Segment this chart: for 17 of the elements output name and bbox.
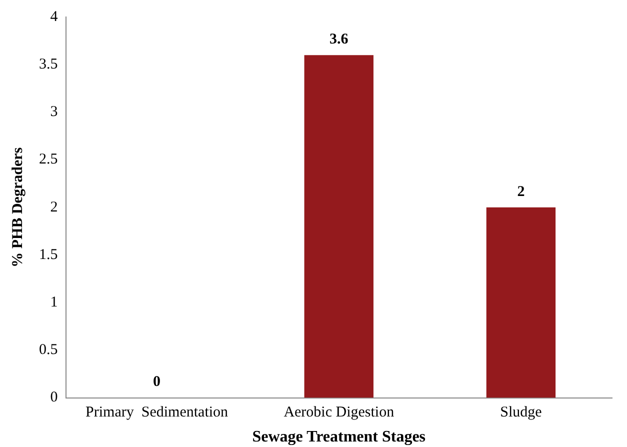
- y-axis-title: % PHB Degraders: [10, 147, 26, 268]
- x-tick-label: Aerobic Digestion: [284, 404, 395, 421]
- y-tick-label: 3: [50, 104, 58, 120]
- data-label: 0: [153, 374, 161, 390]
- y-tick-label: 2: [50, 199, 58, 216]
- y-tick-label: 1: [50, 294, 58, 311]
- y-tick-label: 2.5: [39, 152, 58, 168]
- y-tick-label: 1.5: [39, 246, 58, 263]
- x-tick-label: Primary Sedimentation: [86, 404, 229, 421]
- y-tick-label: 3.5: [39, 56, 58, 73]
- x-tick-label: Sludge: [500, 404, 542, 421]
- y-tick-label: 0.5: [39, 342, 58, 358]
- x-axis-title: Sewage Treatment Stages: [252, 428, 426, 446]
- data-label: 2: [517, 184, 525, 200]
- data-label: 3.6: [330, 31, 349, 48]
- y-tick-label: 0: [50, 390, 58, 406]
- y-tick-label: 4: [50, 8, 58, 25]
